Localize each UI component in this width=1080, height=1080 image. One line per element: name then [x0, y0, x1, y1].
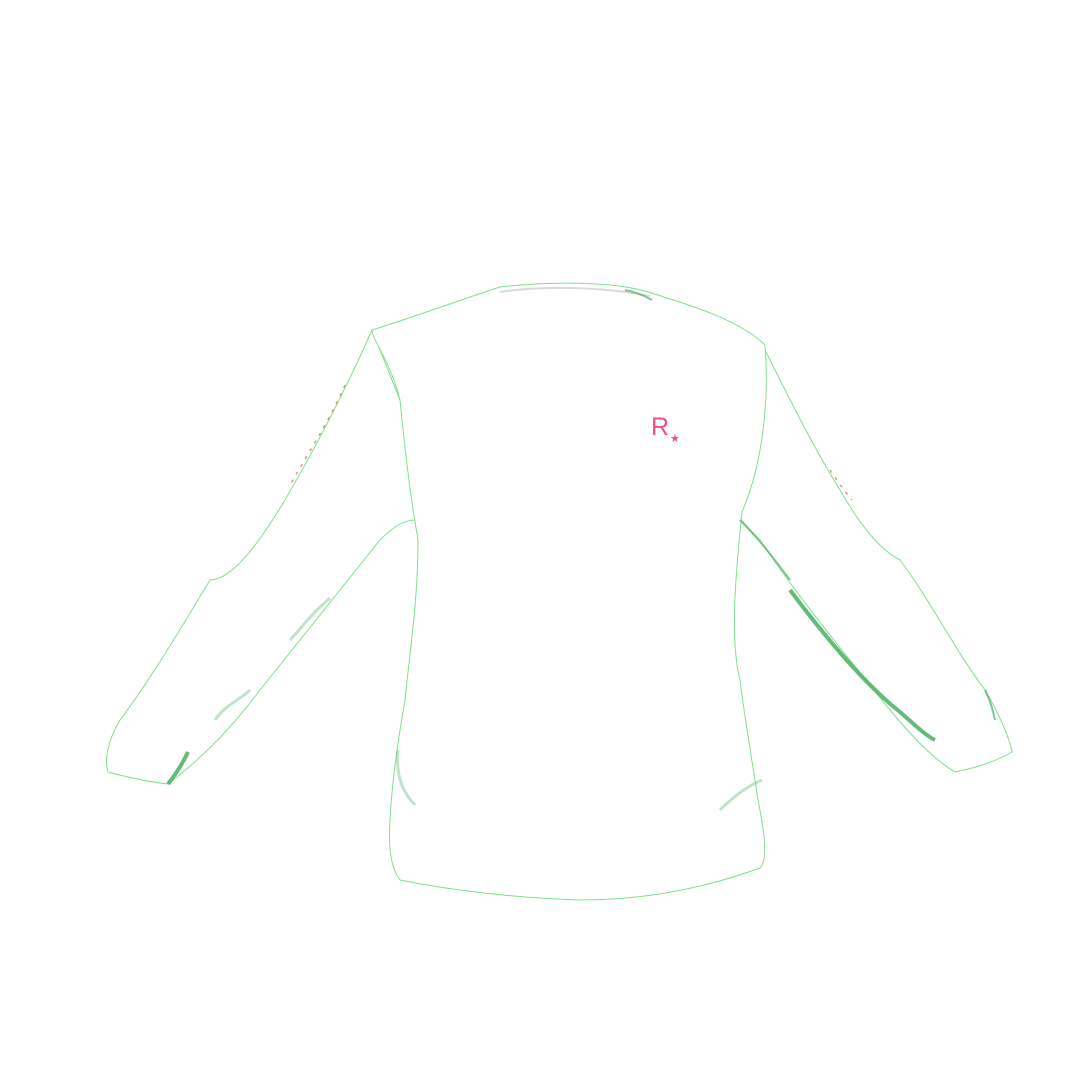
shoulder-accent [829, 469, 853, 501]
body-side-shadow [718, 778, 763, 812]
left-sleeve-fold-shadow [288, 596, 331, 642]
logo-star: ★ [670, 432, 680, 445]
shoulder-accent [289, 384, 346, 486]
right-sleeve [737, 348, 1013, 773]
collar [499, 286, 651, 297]
collar-shade [624, 289, 653, 301]
right-sleeve-fold-shadow [788, 588, 936, 742]
left-sleeve-fold-shadow [213, 688, 252, 721]
logo-letter: R [651, 413, 669, 441]
right-sleeve-fold-shadow [984, 689, 996, 721]
body-side-shadow [396, 749, 417, 807]
chest-logo: R ★ [651, 413, 680, 445]
left-sleeve-fold-shadow [166, 751, 190, 786]
left-sleeve [106, 328, 416, 785]
right-sleeve-fold-shadow [739, 519, 791, 581]
shirt-body [371, 282, 767, 901]
